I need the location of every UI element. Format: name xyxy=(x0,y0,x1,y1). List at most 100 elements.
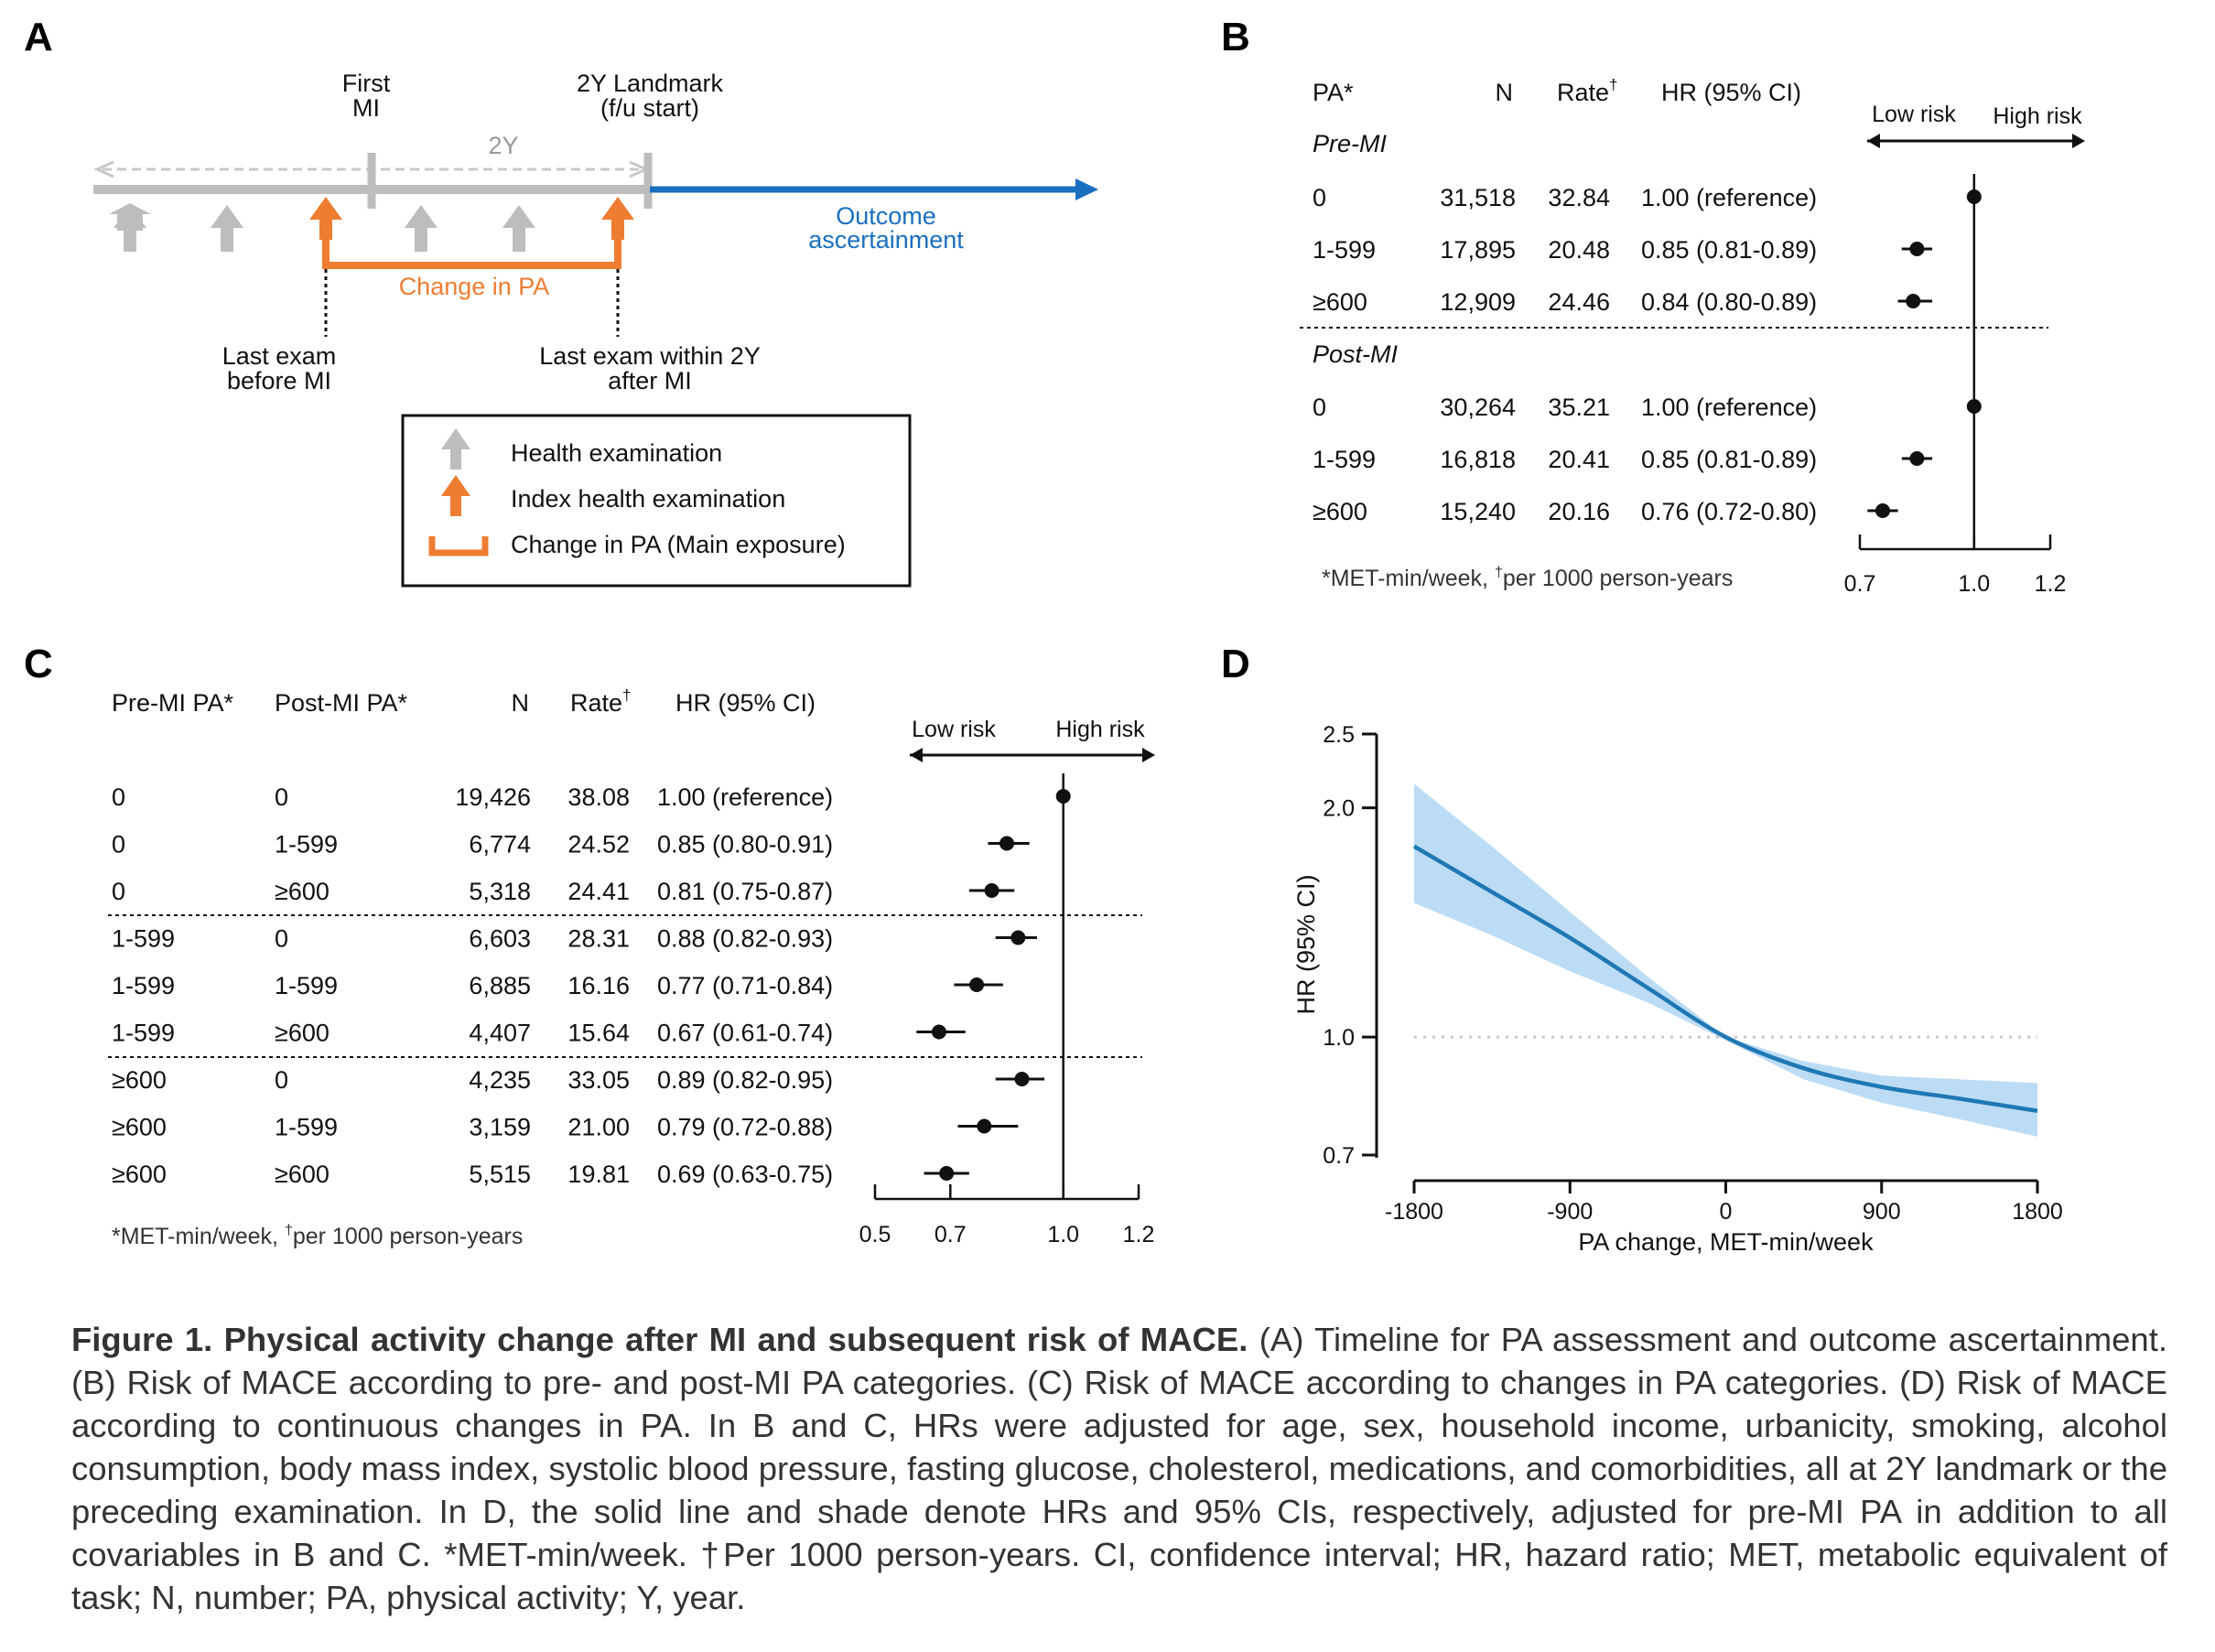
d-x-tick-label: -900 xyxy=(1547,1199,1593,1225)
c-hr-point xyxy=(1014,1072,1030,1086)
c-header-pre: Pre-MI PA* xyxy=(112,689,234,717)
b-footnote: *MET-min/week, †per 1000 person-years xyxy=(1322,565,1733,591)
b-row-hr: 0.84 (0.80-0.89) xyxy=(1641,288,1817,316)
first-mi-label-1: First xyxy=(342,70,391,97)
c-row-post: 1-599 xyxy=(275,831,338,858)
b-row-pa: ≥600 xyxy=(1313,288,1367,316)
c-row-rate: 28.31 xyxy=(567,925,630,953)
c-risk-arrow xyxy=(910,748,1155,762)
b-hr-point xyxy=(1906,294,1921,308)
d-ci-band xyxy=(1414,783,2037,1137)
c-row-post: 1-599 xyxy=(275,972,338,999)
b-row-hr: 0.76 (0.72-0.80) xyxy=(1641,498,1817,525)
b-row-pa: ≥600 xyxy=(1313,498,1367,525)
d-y-tick-label: 2.5 xyxy=(1323,722,1355,748)
c-row-n: 6,774 xyxy=(469,831,531,858)
b-hr-point xyxy=(1875,503,1890,518)
c-forest-plot: 0.5 0.7 1.0 1.2 xyxy=(859,773,1154,1247)
c-row-rate: 15.64 xyxy=(567,1020,630,1047)
c-x-tick-label: 0.5 xyxy=(859,1222,891,1247)
panel-label-b: B xyxy=(1221,15,1250,59)
last-exam-before-1: Last exam xyxy=(222,342,337,370)
b-row-hr: 0.85 (0.81-0.89) xyxy=(1641,236,1817,264)
panel-label-a: A xyxy=(24,15,53,59)
landmark-label-1: 2Y Landmark xyxy=(577,70,724,97)
c-row-rate: 16.16 xyxy=(567,972,630,999)
c-row-hr: 0.67 (0.61-0.74) xyxy=(657,1020,833,1047)
c-row-n: 6,603 xyxy=(469,925,531,953)
b-row-n: 30,264 xyxy=(1440,394,1516,421)
c-row-pre: 0 xyxy=(112,783,125,811)
outcome-arrow-head xyxy=(1075,178,1098,200)
figure-caption: Figure 1. Physical activity change after… xyxy=(71,1318,2167,1619)
c-x-tick-label: 0.7 xyxy=(935,1222,967,1247)
c-row-rate: 24.52 xyxy=(567,831,630,858)
b-hr-point xyxy=(1966,189,1982,204)
d-x-tick-label: -1800 xyxy=(1385,1199,1443,1225)
c-row-post: ≥600 xyxy=(275,878,330,905)
c-row-hr: 0.79 (0.72-0.88) xyxy=(657,1114,833,1141)
panel-b: B PA* N Rate† HR (95% CI) Low risk High … xyxy=(1221,15,2085,597)
b-x-tick-label: 0.7 xyxy=(1844,571,1876,597)
c-row-pre: 0 xyxy=(112,831,125,858)
b-row-n: 12,909 xyxy=(1440,288,1516,316)
b-row-pa: 0 xyxy=(1313,184,1326,211)
c-row-hr: 0.69 (0.63-0.75) xyxy=(657,1161,833,1188)
c-row-post: 1-599 xyxy=(275,1114,338,1141)
b-row-n: 16,818 xyxy=(1440,446,1516,473)
b-header-rate: Rate† xyxy=(1557,76,1618,106)
b-x-tick-label: 1.0 xyxy=(1958,571,1990,597)
b-hr-point xyxy=(1909,451,1925,466)
c-row-n: 19,426 xyxy=(455,783,531,811)
c-hr-point xyxy=(999,836,1014,851)
health-exam-arrow xyxy=(211,205,243,252)
c-header-n: N xyxy=(512,689,530,717)
b-row-pa: 1-599 xyxy=(1313,236,1376,264)
c-row-hr: 1.00 (reference) xyxy=(657,783,833,811)
b-header-n: N xyxy=(1496,79,1514,106)
last-exam-within-1: Last exam within 2Y xyxy=(539,342,761,370)
b-row-rate: 32.84 xyxy=(1548,184,1610,211)
c-hr-point xyxy=(984,883,999,898)
b-row-rate: 24.46 xyxy=(1548,288,1610,316)
c-row-post: 0 xyxy=(275,925,288,953)
c-row-pre: ≥600 xyxy=(112,1066,167,1094)
b-header-hr: HR (95% CI) xyxy=(1661,79,1801,106)
health-exam-arrow xyxy=(405,205,438,252)
c-row-n: 4,235 xyxy=(469,1066,531,1094)
c-row-pre: 1-599 xyxy=(112,972,175,999)
c-row-n: 6,885 xyxy=(469,972,531,999)
b-row-n: 31,518 xyxy=(1440,184,1516,211)
panel-c: C Pre-MI PA* Post-MI PA* N Rate† HR (95%… xyxy=(24,642,1155,1249)
c-row-n: 5,318 xyxy=(469,878,531,905)
change-in-pa-bracket xyxy=(322,236,621,269)
c-hr-point xyxy=(977,1118,992,1134)
legend-health-exam: Health examination xyxy=(511,439,722,467)
b-row-hr: 1.00 (reference) xyxy=(1641,394,1817,421)
b-hr-point xyxy=(1909,242,1925,256)
c-row-hr: 0.77 (0.71-0.84) xyxy=(657,972,833,999)
d-y-tick-label: 0.7 xyxy=(1323,1143,1355,1169)
d-x-tick-label: 1800 xyxy=(2012,1199,2063,1225)
d-x-axis-label: PA change, MET-min/week xyxy=(1578,1228,1874,1256)
index-exam-arrow-before xyxy=(309,197,342,240)
c-row-pre: ≥600 xyxy=(112,1161,167,1188)
c-low-risk: Low risk xyxy=(912,717,996,742)
health-exam-arrow xyxy=(502,205,535,252)
b-row-hr: 0.85 (0.81-0.89) xyxy=(1641,446,1817,473)
c-header-rate: Rate† xyxy=(570,686,632,717)
b-x-tick-label: 1.2 xyxy=(2035,571,2067,597)
d-x-tick-label: 900 xyxy=(1863,1199,1901,1225)
d-y-tick-label: 2.0 xyxy=(1323,796,1355,822)
c-row-hr: 0.81 (0.75-0.87) xyxy=(657,878,833,905)
last-exam-within-2: after MI xyxy=(608,367,692,394)
c-row-post: ≥600 xyxy=(275,1020,330,1047)
c-row-post: 0 xyxy=(275,783,288,811)
legend-index-exam: Index health examination xyxy=(511,485,785,513)
c-row-hr: 0.88 (0.82-0.93) xyxy=(657,925,833,953)
d-x-tick-label: 0 xyxy=(1720,1199,1733,1225)
c-row-rate: 33.05 xyxy=(567,1066,630,1094)
last-exam-before-2: before MI xyxy=(227,367,331,394)
b-hr-point xyxy=(1966,399,1982,414)
b-row-n: 15,240 xyxy=(1440,498,1516,525)
